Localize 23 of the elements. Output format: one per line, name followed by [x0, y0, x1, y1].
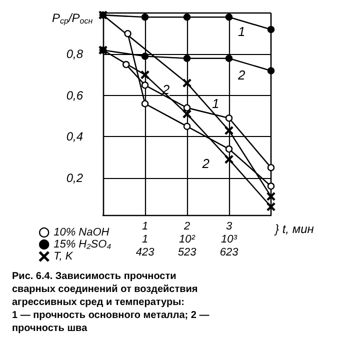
annotation: 1	[212, 96, 220, 112]
x-tick-label: 3	[226, 220, 233, 232]
text: 10³	[221, 234, 238, 246]
legend-label: 15% H₂SO₄	[54, 238, 112, 250]
y-tick-label: 0,6	[66, 88, 84, 102]
legend-label: T, K	[54, 250, 74, 262]
x-axis-title: } t, мин	[274, 222, 314, 236]
y-tick-label: 0,8	[66, 47, 84, 62]
y-tick-label: 0,2	[66, 170, 84, 185]
annotation: 2	[236, 67, 246, 82]
annotation: 1	[238, 24, 246, 40]
legend-label: 10% NaOH	[54, 226, 110, 238]
annotation: 2	[201, 156, 210, 171]
x-tick-label: 2	[182, 220, 190, 232]
x-tick-label: 1	[142, 220, 148, 232]
text: 1	[142, 234, 148, 246]
y-tick-label: 0,4	[66, 130, 84, 144]
text: Рис. 6.4. Зависимость прочности сварных соединений от воздействия агрессивных сред и температуры:	[12, 271, 201, 308]
text: 10²	[179, 234, 196, 246]
x2-tick-label: 623	[220, 246, 240, 258]
x2-tick-label: 423	[136, 246, 156, 258]
text: 1 — прочность основного металла; 2 — прочность шва	[12, 310, 212, 334]
x2-tick-label: 523	[178, 246, 198, 258]
